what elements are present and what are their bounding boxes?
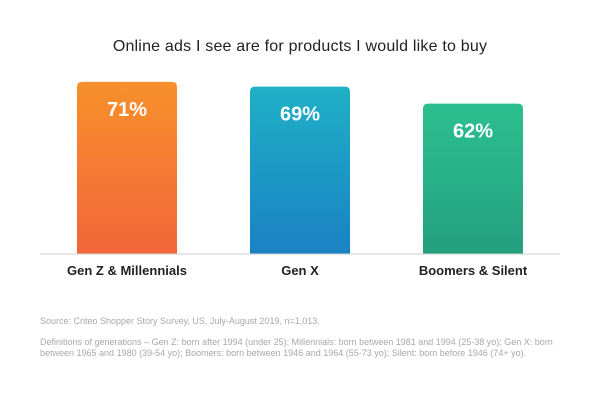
bar-chart: 71% Gen Z & Millennials 69% Gen X 62% Boomers… (40, 81, 560, 278)
bar-1 (77, 81, 177, 254)
bar-value-label: 62% (453, 121, 493, 143)
source-note: Source: Criteo Shopper Story Survey, US,… (40, 316, 320, 326)
bar-value-label: 71% (107, 99, 147, 121)
category-label: Gen Z & Millennials (67, 263, 187, 278)
bar-2 (250, 86, 350, 254)
category-label: Gen X (281, 263, 319, 278)
bar-value-label: 69% (280, 104, 320, 126)
chart-title: Online ads I see are for products I woul… (112, 38, 488, 55)
category-label: Boomers & Silent (419, 263, 528, 278)
bar-3 (423, 103, 523, 255)
definitions-note: Definitions of generations – Gen Z: born… (40, 337, 553, 358)
